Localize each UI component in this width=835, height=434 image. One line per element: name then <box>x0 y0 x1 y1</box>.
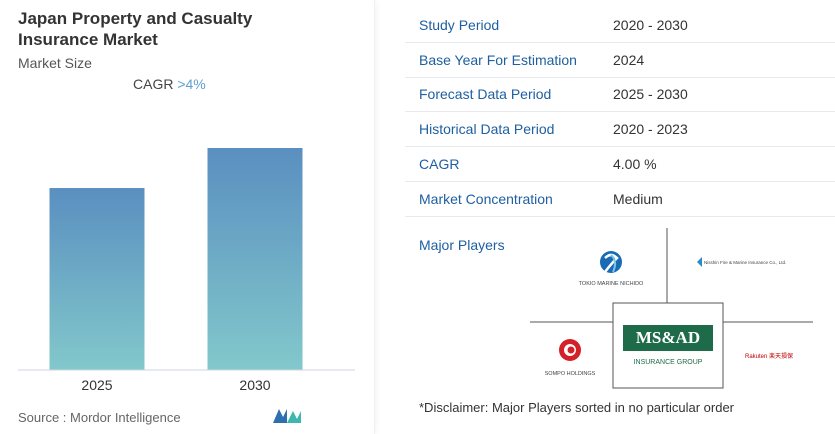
bar-2030 <box>207 148 303 370</box>
major-players-label: Major Players <box>419 237 505 253</box>
info-label: Market Concentration <box>419 190 553 207</box>
info-row-forecast-period: Forecast Data Period 2025 - 2030 <box>405 78 835 113</box>
info-label: CAGR <box>419 156 460 173</box>
chart-subtitle: Market Size <box>18 55 92 71</box>
info-row-cagr: CAGR 4.00 % <box>405 147 835 182</box>
info-value: Medium <box>613 190 663 207</box>
info-row-market-concentration: Market Concentration Medium <box>405 182 835 217</box>
info-label: Forecast Data Period <box>419 86 552 103</box>
info-value: 2020 - 2030 <box>613 16 688 33</box>
tokio-marine-label: TOKIO MARINE NICHIDO <box>579 281 644 287</box>
cagr-value: >4% <box>177 76 206 92</box>
source-text: Source : Mordor Intelligence <box>18 410 181 425</box>
msad-logo-text: MS&AD <box>636 328 700 347</box>
x-tick-label: 2025 <box>81 377 112 393</box>
info-value: 2025 - 2030 <box>613 86 688 103</box>
rakuten-logo-text: Rakuten 楽天損保 <box>745 352 793 360</box>
info-label: Base Year For Estimation <box>419 51 577 68</box>
nisshin-label: Nisshin Fire & Marine Insurance Co., Ltd… <box>704 260 786 265</box>
cagr-label: CAGR <box>133 76 174 92</box>
market-size-panel: Japan Property and Casualty Insurance Ma… <box>0 0 375 434</box>
msad-sub-label: INSURANCE GROUP <box>634 359 703 366</box>
major-players-grid: TOKIO MARINE NICHIDO Nisshin Fire & Mari… <box>530 228 813 389</box>
cagr-indicator: CAGR >4% <box>133 76 206 92</box>
nisshin-logo-icon <box>697 257 702 267</box>
chart-title: Japan Property and Casualty Insurance Ma… <box>18 9 253 49</box>
info-label: Historical Data Period <box>419 121 555 138</box>
info-label: Study Period <box>419 16 500 33</box>
info-value: 2020 - 2023 <box>613 121 688 138</box>
mordor-logo-icon <box>273 409 301 423</box>
info-row-study-period: Study Period 2020 - 2030 <box>405 8 835 43</box>
bar-chart: 2025 2030 <box>18 148 355 393</box>
x-tick-label: 2030 <box>239 377 270 393</box>
info-row-base-year: Base Year For Estimation 2024 <box>405 43 835 78</box>
disclaimer-text: *Disclaimer: Major Players sorted in no … <box>419 400 735 415</box>
report-info-panel: Study Period 2020 - 2030 Base Year For E… <box>405 0 835 434</box>
msad-logo-block <box>623 325 713 351</box>
tokio-marine-logo-icon <box>600 251 622 273</box>
sompo-logo-icon <box>559 339 581 361</box>
sompo-label: SOMPO HOLDINGS <box>545 371 596 377</box>
bar-2025 <box>49 188 145 370</box>
info-value: 4.00 % <box>613 156 657 173</box>
info-table: Study Period 2020 - 2030 Base Year For E… <box>405 8 835 217</box>
info-row-historical-period: Historical Data Period 2020 - 2023 <box>405 112 835 148</box>
info-value: 2024 <box>613 51 645 68</box>
